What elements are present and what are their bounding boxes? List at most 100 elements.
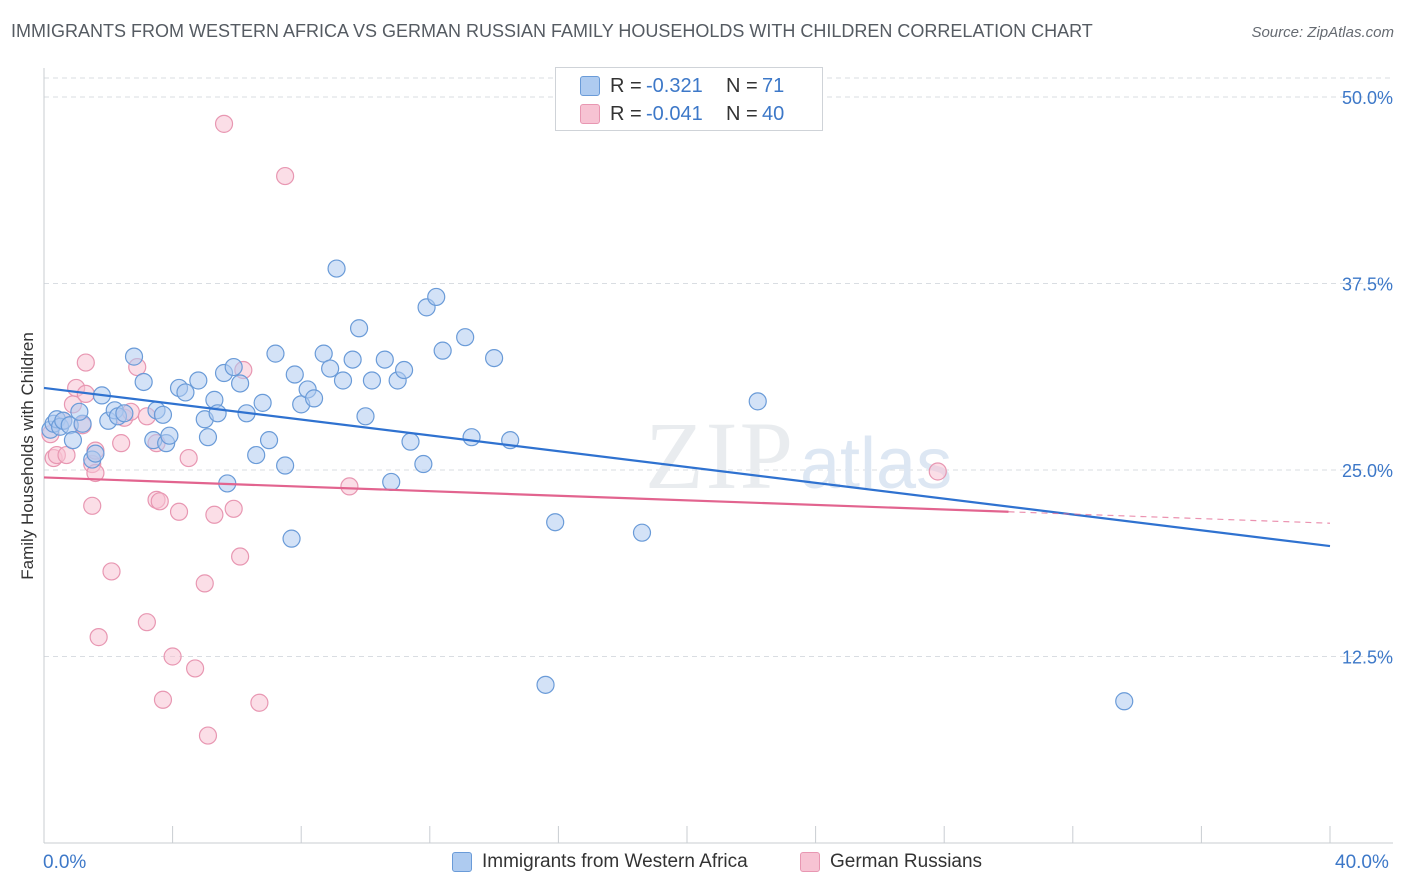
pink-point — [186, 659, 205, 678]
blue-point — [86, 444, 105, 463]
pink-point — [153, 690, 173, 709]
y-tick-label: 12.5% — [1342, 648, 1393, 668]
bottom-legend-swatch-pink — [800, 852, 820, 872]
pink-point — [150, 492, 169, 511]
legend-n-value: 71 — [762, 74, 785, 97]
blue-point — [462, 428, 481, 447]
legend-n-label: N = — [726, 102, 758, 125]
blue-point — [253, 393, 272, 412]
legend-n-value: 40 — [762, 102, 785, 125]
y-tick-label: 37.5% — [1342, 275, 1393, 295]
blue-point — [266, 344, 285, 363]
x-tick-label-max: 40.0% — [1335, 852, 1389, 873]
pink-point — [112, 434, 131, 453]
pink-point — [169, 502, 189, 521]
pink-point — [340, 477, 359, 496]
trend-line-western-africa — [43, 386, 1331, 548]
blue-point — [394, 360, 414, 380]
pink-point — [76, 353, 95, 372]
blue-point — [748, 392, 767, 411]
legend-r-label: R = — [610, 74, 642, 97]
blue-point — [433, 341, 452, 360]
watermark: ZIP — [645, 402, 795, 509]
blue-point — [333, 371, 353, 390]
pink-point — [205, 505, 224, 524]
blue-point — [259, 431, 279, 450]
blue-point — [536, 675, 555, 694]
pink-point — [250, 693, 269, 712]
blue-point — [189, 371, 208, 390]
axes — [43, 68, 1393, 844]
blue-point — [485, 349, 504, 368]
blue-point — [362, 371, 382, 390]
pink-point — [195, 574, 214, 593]
pink-point — [224, 499, 243, 518]
legend-r-label: R = — [610, 102, 642, 125]
bottom-legend-label: Immigrants from Western Africa — [482, 851, 748, 872]
blue-point — [134, 372, 153, 392]
western-africa-points — [41, 259, 1134, 711]
blue-point — [247, 445, 266, 465]
blue-point — [276, 456, 295, 475]
trend-line-german-russians-extension — [1008, 511, 1331, 524]
blue-point — [321, 359, 340, 378]
blue-point — [198, 428, 218, 447]
pink-point — [928, 462, 947, 481]
correlation-legend: R = -0.321 N = 71 R = -0.041 N = 40 — [555, 67, 823, 131]
chart-source: Source: ZipAtlas.com — [1251, 24, 1394, 41]
blue-point — [546, 513, 565, 532]
blue-point — [327, 259, 346, 278]
y-tick-labels: 12.5% 25.0% 37.5% 50.0% — [1342, 88, 1393, 668]
blue-point — [456, 328, 475, 347]
blue-point — [375, 350, 394, 369]
pink-point — [276, 166, 295, 186]
blue-point — [124, 347, 144, 366]
pink-point — [163, 647, 182, 666]
blue-point — [382, 472, 401, 492]
blue-point — [356, 407, 375, 426]
blue-point — [208, 404, 227, 423]
y-tick-label: 50.0% — [1342, 88, 1393, 108]
blue-point — [285, 365, 304, 384]
blue-point — [414, 454, 433, 474]
blue-point — [632, 523, 652, 542]
bottom-legend-german-russians: German Russians — [800, 851, 982, 873]
y-tick-label: 25.0% — [1342, 461, 1393, 481]
trend-line-german-russians — [43, 476, 1009, 513]
blue-point — [153, 405, 173, 424]
pink-point — [231, 547, 250, 566]
pink-point — [179, 448, 198, 468]
legend-row-western-africa: R = -0.321 N = 71 — [580, 73, 802, 99]
blue-point — [160, 426, 179, 445]
y-axis-label: Family Households with Children — [18, 332, 37, 580]
legend-r-value: -0.041 — [646, 102, 703, 125]
legend-swatch-pink — [580, 104, 600, 124]
blue-point — [224, 357, 243, 377]
pink-point — [83, 496, 102, 515]
x-tick-label-min: 0.0% — [43, 852, 87, 873]
bottom-legend-label: German Russians — [830, 851, 983, 872]
legend-n-label: N = — [726, 74, 758, 97]
trend-lines — [43, 386, 1331, 548]
bottom-legend-swatch-blue — [452, 852, 472, 872]
pink-point — [89, 628, 108, 647]
pink-point — [137, 613, 156, 632]
blue-point — [63, 431, 83, 450]
bottom-legend-western-africa: Immigrants from Western Africa — [452, 851, 748, 873]
blue-point — [343, 350, 362, 369]
chart-title: IMMIGRANTS FROM WESTERN AFRICA VS GERMAN… — [11, 21, 1093, 41]
pink-point — [102, 562, 121, 581]
blue-point — [115, 404, 134, 423]
blue-point — [176, 383, 195, 402]
legend-swatch-blue — [580, 76, 600, 96]
blue-point — [231, 374, 250, 393]
blue-point — [282, 529, 301, 548]
blue-point — [349, 319, 369, 338]
blue-point — [70, 402, 89, 421]
pink-point — [214, 114, 234, 133]
legend-r-value: -0.321 — [646, 74, 703, 97]
legend-row-german-russians: R = -0.041 N = 40 — [580, 101, 802, 127]
blue-point — [1115, 692, 1134, 711]
blue-point — [427, 287, 446, 307]
pink-point — [198, 726, 218, 745]
